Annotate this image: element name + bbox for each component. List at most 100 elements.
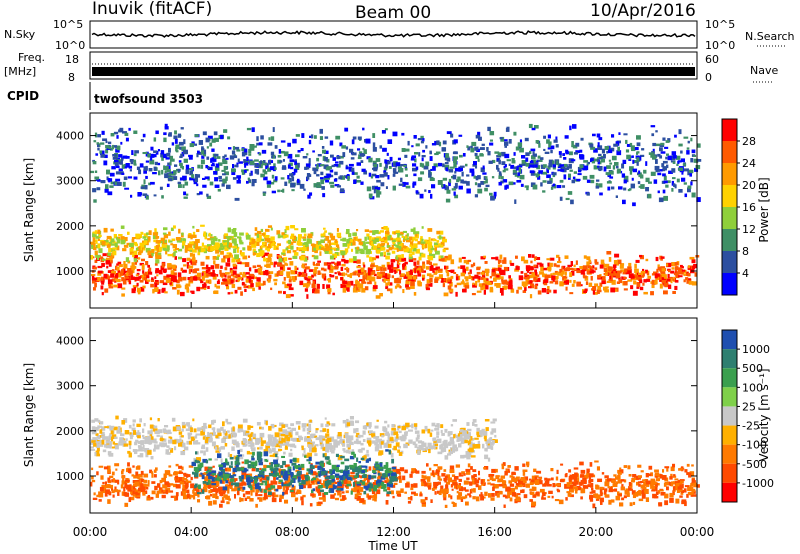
echo-cell	[554, 499, 560, 502]
echo-cell	[376, 192, 380, 198]
echo-cell	[316, 166, 319, 172]
echo-cell	[220, 500, 225, 503]
echo-cell	[320, 179, 325, 185]
echo-cell	[608, 257, 612, 262]
echo-cell	[320, 442, 323, 445]
echo-cell	[251, 182, 255, 187]
echo-cell	[253, 253, 256, 256]
echo-cell	[147, 495, 150, 499]
echo-cell	[273, 451, 279, 455]
echo-cell	[330, 154, 334, 158]
echo-cell	[238, 161, 243, 164]
echo-cell	[344, 248, 349, 253]
echo-cell	[489, 139, 493, 142]
echo-cell	[315, 489, 320, 492]
echo-cell	[166, 472, 171, 476]
echo-cell	[341, 491, 345, 494]
echo-cell	[227, 275, 232, 279]
echo-cell	[519, 482, 525, 487]
echo-cell	[525, 483, 530, 488]
echo-cell	[175, 146, 178, 152]
echo-cell	[379, 230, 384, 233]
echo-cell	[214, 483, 217, 489]
echo-cell	[413, 292, 417, 296]
echo-cell	[589, 269, 594, 274]
echo-cell	[446, 272, 450, 277]
echo-cell	[413, 258, 417, 261]
echo-cell	[421, 253, 426, 258]
echo-cell	[115, 171, 121, 175]
echo-cell	[159, 241, 163, 244]
echo-cell	[488, 493, 492, 498]
echo-cell	[589, 174, 595, 179]
echo-cell	[250, 276, 255, 280]
echo-cell	[282, 266, 286, 272]
echo-cell	[657, 490, 661, 494]
echo-cell	[252, 287, 255, 292]
echo-cell	[387, 288, 391, 292]
echo-cell	[584, 276, 589, 281]
echo-cell	[179, 238, 183, 243]
echo-cell	[617, 471, 622, 475]
echo-cell	[196, 229, 200, 233]
echo-cell	[638, 483, 641, 487]
echo-cell	[387, 264, 392, 270]
echo-cell	[281, 257, 284, 262]
echo-cell	[274, 145, 278, 149]
echo-cell	[249, 172, 252, 177]
echo-cell	[376, 275, 382, 280]
echo-cell	[430, 429, 434, 432]
echo-cell	[376, 489, 381, 495]
echo-cell	[114, 463, 120, 467]
echo-cell	[484, 466, 489, 470]
echo-cell	[471, 141, 477, 147]
echo-cell	[575, 260, 578, 265]
echo-cell	[529, 160, 534, 164]
echo-cell	[666, 481, 672, 486]
echo-cell	[534, 476, 538, 480]
echo-cell	[492, 159, 496, 164]
echo-cell	[661, 475, 667, 480]
echo-cell	[427, 247, 433, 252]
echo-cell	[294, 265, 297, 271]
echo-cell	[157, 483, 161, 488]
echo-cell	[211, 489, 217, 493]
echo-cell	[175, 463, 179, 467]
echo-cell	[121, 277, 125, 282]
echo-cell	[568, 478, 572, 482]
echo-cell	[392, 267, 398, 270]
echo-cell	[226, 421, 232, 425]
echo-cell	[590, 146, 596, 150]
echo-cell	[637, 491, 642, 496]
echo-cell	[313, 183, 318, 188]
echo-cell	[438, 162, 443, 167]
echo-cell	[258, 494, 263, 497]
echo-cell	[566, 267, 571, 272]
echo-cell	[251, 127, 255, 133]
echo-cell	[118, 284, 122, 288]
echo-cell	[328, 485, 333, 489]
echo-cell	[214, 153, 219, 157]
echo-cell	[336, 232, 342, 238]
echo-cell	[192, 495, 196, 500]
echo-cell	[434, 491, 437, 495]
echo-cell	[552, 483, 556, 488]
echo-cell	[438, 255, 441, 259]
echo-cell	[297, 178, 300, 183]
echo-cell	[444, 156, 450, 161]
echo-cell	[586, 256, 591, 261]
echo-cell	[462, 153, 466, 157]
echo-cell	[645, 473, 649, 478]
echo-cell	[163, 132, 167, 136]
echo-cell	[646, 278, 651, 282]
echo-cell	[361, 447, 365, 451]
echo-cell	[604, 273, 608, 276]
echo-cell	[665, 184, 669, 188]
echo-cell	[530, 479, 535, 483]
echo-cell	[409, 269, 413, 274]
echo-cell	[111, 270, 117, 275]
echo-cell	[164, 470, 170, 474]
echo-cell	[192, 231, 196, 236]
echo-cell	[294, 161, 298, 166]
echo-cell	[329, 242, 332, 247]
